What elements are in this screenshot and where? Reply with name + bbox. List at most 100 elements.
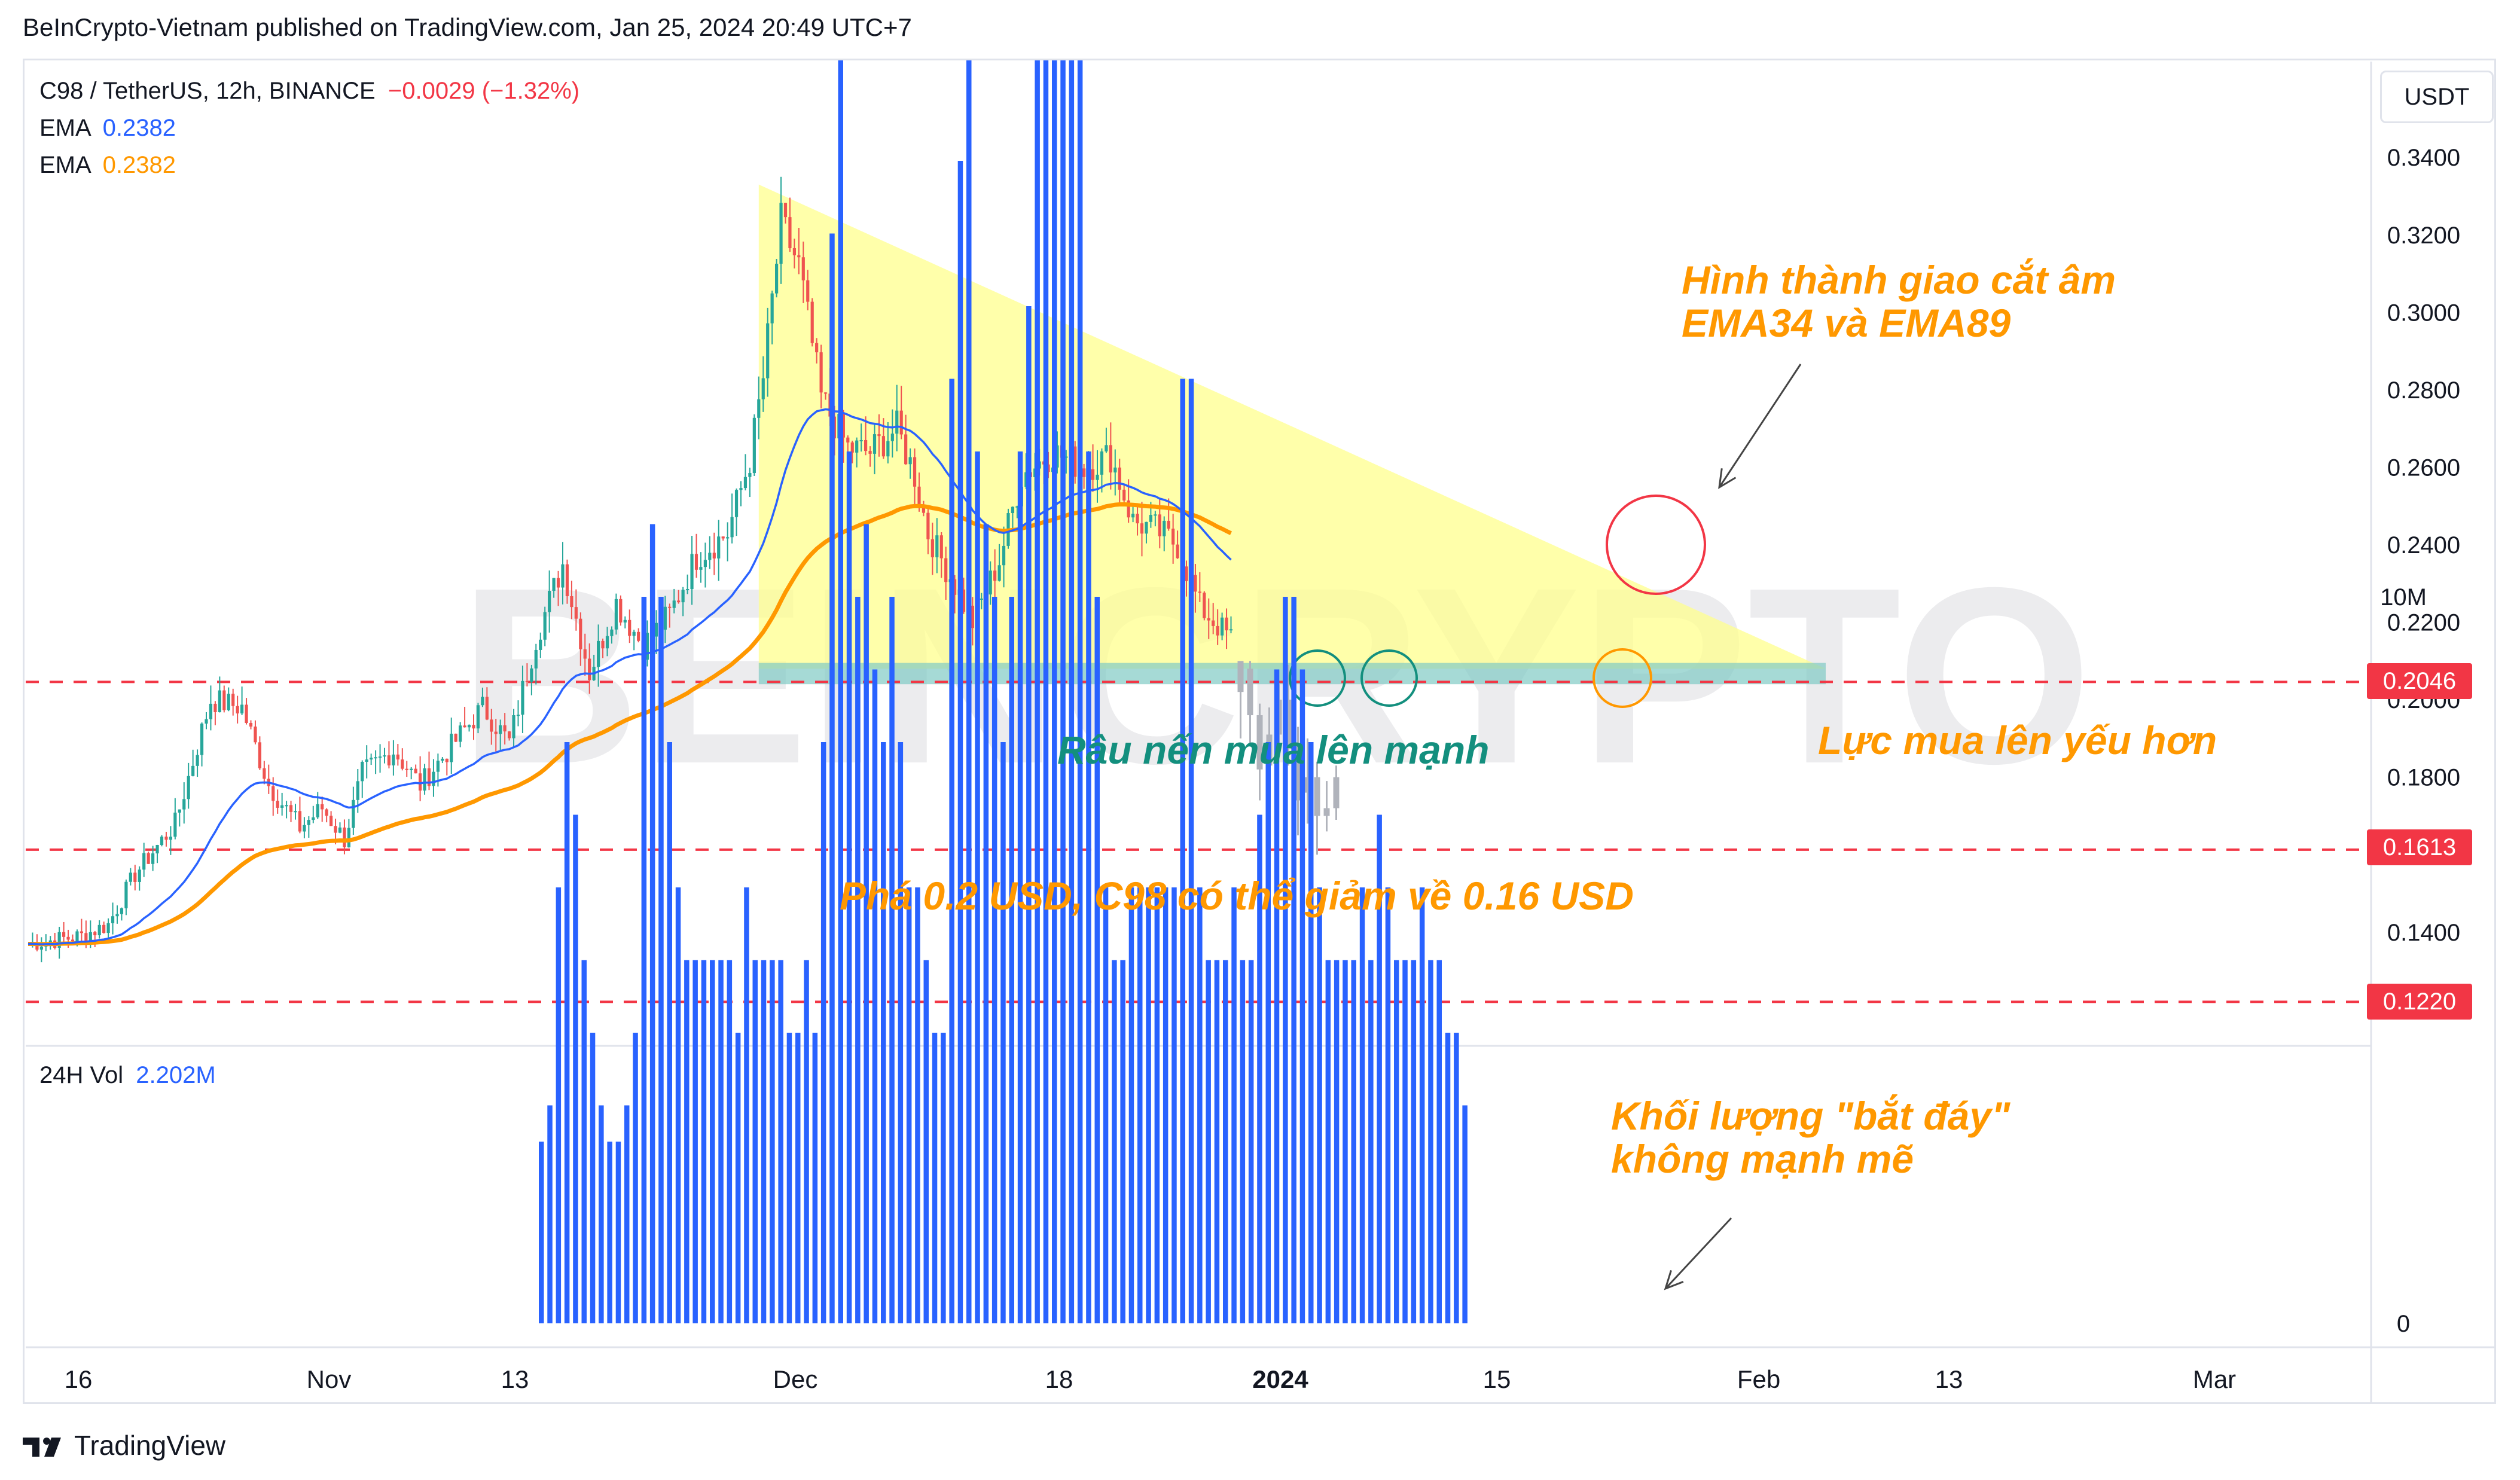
candle: [330, 816, 333, 826]
candle: [383, 755, 386, 757]
legend-ema34-label: EMA: [39, 115, 90, 141]
candle: [352, 799, 355, 828]
candle: [494, 731, 498, 734]
volume-bar: [556, 887, 562, 1323]
candle: [579, 618, 582, 649]
legend-symbol: C98 / TetherUS, 12h, BINANCE: [39, 78, 376, 104]
projection-candle: [1285, 700, 1292, 746]
candle: [410, 768, 413, 770]
volume-bar: [761, 960, 767, 1323]
candle: [401, 759, 404, 769]
candle: [450, 733, 453, 762]
candle: [93, 932, 97, 936]
candle: [775, 264, 779, 294]
candle: [534, 649, 538, 669]
candle: [628, 620, 631, 636]
candle: [1122, 489, 1126, 501]
price-tick-label: 0.1400: [2387, 920, 2460, 946]
price-tick-label: 0.2600: [2387, 454, 2460, 481]
candle: [734, 490, 739, 517]
volume-bar: [1086, 451, 1091, 1323]
volume-bar: [1265, 742, 1271, 1323]
volume-bar: [1299, 669, 1305, 1323]
candle: [605, 636, 609, 649]
candle: [819, 352, 823, 393]
projection-candle: [1323, 808, 1330, 816]
candle: [1203, 593, 1206, 618]
volume-bar: [1128, 887, 1134, 1323]
volume-bar: [1188, 379, 1194, 1323]
tradingview-footer[interactable]: TradingView: [23, 1429, 225, 1461]
candle: [846, 437, 850, 443]
candle: [138, 869, 141, 882]
candle: [548, 591, 551, 612]
candle: [694, 554, 698, 570]
candle: [1194, 575, 1197, 592]
candle: [1002, 545, 1006, 566]
chart-frame[interactable]: BEINCRYPTO 0.34000.32000.30000.28000.260…: [23, 59, 2496, 1404]
volume-bar: [1308, 742, 1314, 1323]
candle: [1163, 520, 1166, 536]
projection-candle: [1333, 777, 1340, 808]
candle: [1109, 445, 1112, 473]
candle: [227, 694, 230, 710]
candle: [1171, 529, 1175, 545]
volume-bar: [820, 742, 826, 1323]
candle: [1145, 521, 1148, 534]
volume-arrow-head: [1664, 1270, 1684, 1290]
volume-bar: [539, 1142, 544, 1323]
volume-bar: [710, 960, 715, 1323]
candle: [1015, 506, 1019, 508]
candle: [467, 725, 471, 728]
volume-bar: [1411, 960, 1417, 1323]
volume-bar: [752, 960, 758, 1323]
candle: [436, 761, 440, 772]
volume-bar: [607, 1142, 612, 1323]
projection-candle: [1237, 661, 1244, 692]
volume-bar: [615, 1142, 621, 1323]
candle: [1082, 468, 1086, 477]
candle: [249, 723, 253, 727]
candle: [182, 799, 186, 810]
volume-bar: [941, 1033, 946, 1323]
candle: [57, 932, 61, 948]
candle: [895, 410, 899, 434]
volume-bar: [1317, 887, 1322, 1323]
candle: [743, 477, 748, 489]
candle: [285, 805, 288, 807]
price-chart[interactable]: BEINCRYPTO 0.34000.32000.30000.28000.260…: [25, 60, 2494, 1402]
candle: [1198, 591, 1201, 593]
projection-candle: [1247, 669, 1253, 716]
price-tick-label: 0.3400: [2387, 145, 2460, 171]
volume-arrow: [1664, 1217, 1732, 1290]
candle: [1149, 515, 1152, 522]
volume-bar: [1009, 597, 1014, 1323]
candle: [200, 724, 204, 755]
volume-bar: [1043, 60, 1049, 1323]
candle: [721, 536, 725, 539]
volume-bar: [1359, 887, 1365, 1323]
annotation-volume-line1: Khối lượng "bắt đáy": [1611, 1094, 2010, 1138]
candle: [766, 323, 770, 379]
candle: [485, 697, 489, 720]
candle: [231, 694, 235, 706]
currency-button[interactable]: USDT: [2380, 71, 2494, 123]
volume-bar: [1325, 960, 1331, 1323]
price-tick-label: 0.2400: [2387, 532, 2460, 559]
candle: [80, 931, 83, 933]
candle: [886, 441, 890, 457]
candle: [935, 535, 939, 557]
candle: [508, 731, 511, 739]
time-tick-label: 13: [1935, 1365, 1963, 1393]
candle: [788, 217, 792, 249]
volume-bar: [1017, 451, 1023, 1323]
candle: [681, 590, 685, 603]
candle: [120, 908, 124, 914]
volume-bar: [727, 960, 733, 1323]
candle: [209, 703, 213, 719]
candle: [730, 517, 734, 538]
candle: [254, 727, 257, 743]
candle: [806, 280, 810, 302]
volume-bar: [889, 597, 895, 1323]
candle: [739, 488, 743, 490]
